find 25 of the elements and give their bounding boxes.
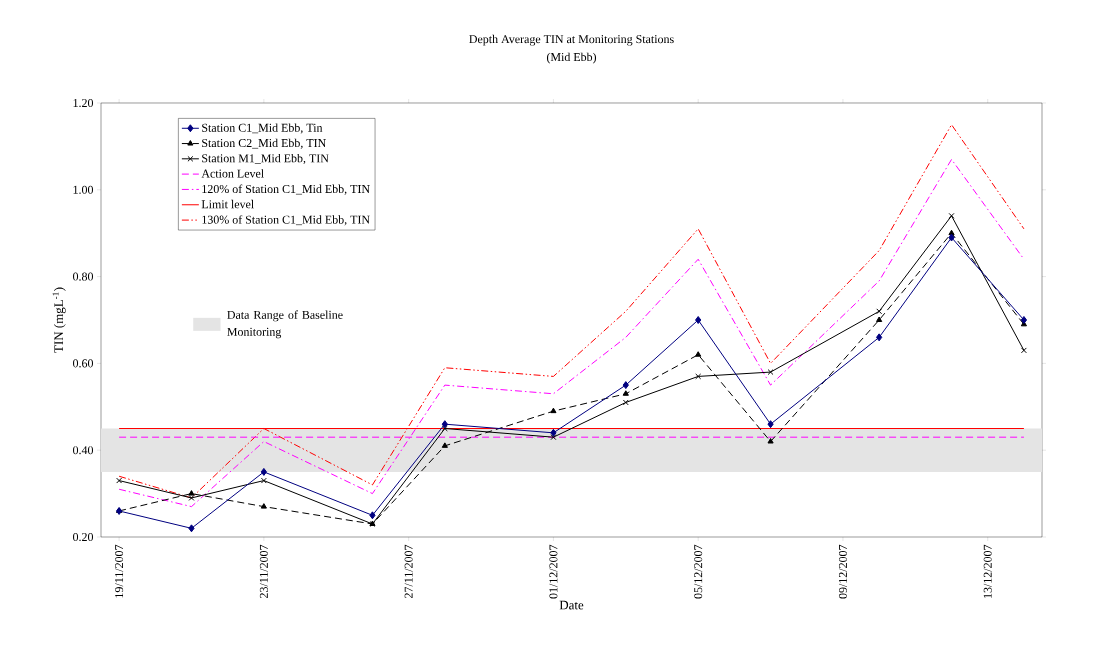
legend-label: Action Level	[201, 169, 264, 178]
x-tick-label: 27/11/2007	[404, 544, 413, 599]
x-tick-label: 05/12/2007	[694, 544, 703, 599]
y-tick-label: 0.40	[73, 446, 94, 455]
x-tick-label: 13/12/2007	[983, 544, 992, 598]
y-tick-label: 0.80	[73, 272, 94, 281]
legend-label: Data Range of Baseline Monitoring	[227, 310, 343, 339]
chart-title: Depth Average TIN at Monitoring Stations	[469, 34, 674, 46]
y-tick-label: 1.20	[73, 98, 94, 108]
legend-label: Station C1_Mid Ebb, Tin	[202, 123, 323, 134]
x-axis-title: Date	[559, 600, 584, 610]
y-axis-title: TIN (mgL$^{-1}$)	[52, 287, 66, 353]
legend-label: Station C2_Mid Ebb, TIN	[202, 138, 326, 149]
y-tick-label: 0.20	[73, 532, 94, 542]
x-tick-label: 19/11/2007	[115, 544, 124, 598]
x-tick-label: 01/12/2007	[549, 544, 558, 599]
legend-label: Limit level	[201, 199, 254, 209]
legend-label: 120% of Station C1_Mid Ebb, TIN	[202, 184, 370, 195]
x-tick-label: 23/11/2007	[259, 544, 268, 599]
x-tick-label: 09/12/2007	[838, 544, 847, 599]
y-tick-label: 1.00	[73, 185, 94, 194]
chart-subtitle: (Mid Ebb)	[546, 52, 597, 64]
legend-label: 130% of Station C1_Mid Ebb, TIN	[202, 215, 370, 226]
legend-label: Station M1_Mid Ebb, TIN	[202, 153, 329, 165]
y-tick-label: 0.60	[73, 359, 94, 368]
